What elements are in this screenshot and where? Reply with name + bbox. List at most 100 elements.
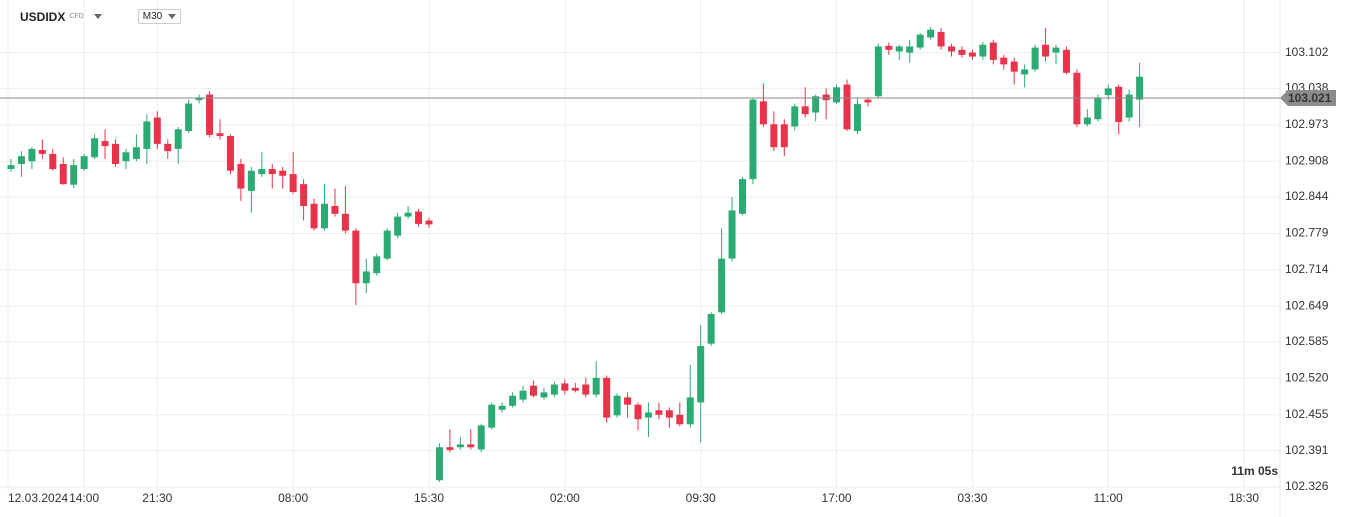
candle-body xyxy=(540,392,548,398)
y-tick-label: 102.585 xyxy=(1285,334,1329,348)
candle-body xyxy=(352,230,360,284)
candle-body xyxy=(1062,49,1070,73)
candle-body xyxy=(1094,97,1102,120)
candle-body xyxy=(226,136,234,171)
candle-body xyxy=(28,148,36,162)
symbol-dropdown[interactable] xyxy=(93,14,102,19)
candle-body xyxy=(624,397,632,405)
candle-body xyxy=(707,314,715,344)
candle-body xyxy=(1125,94,1133,118)
candle-body xyxy=(749,99,757,180)
candle-body xyxy=(812,96,820,113)
price-tag xyxy=(1280,89,1336,106)
y-tick-label: 103.102 xyxy=(1285,45,1329,59)
candle-body xyxy=(1010,61,1018,72)
candle-body xyxy=(446,447,454,451)
instrument-type: CFD xyxy=(69,13,84,20)
candle-body xyxy=(927,29,935,38)
candle-body xyxy=(91,138,99,158)
candle-body xyxy=(874,46,882,97)
candle-body xyxy=(1073,72,1081,125)
candle-body xyxy=(634,404,642,420)
candle-body xyxy=(833,87,841,103)
candle-body xyxy=(603,377,611,418)
candle-body xyxy=(206,94,214,135)
candle-body xyxy=(801,106,809,115)
candle-body xyxy=(17,156,25,164)
candle-body xyxy=(498,405,506,410)
candle-body xyxy=(791,106,799,127)
candle-body xyxy=(164,143,172,152)
candle-body xyxy=(718,258,726,313)
candle-body xyxy=(853,104,861,131)
candle-body xyxy=(843,84,851,130)
candle-body xyxy=(237,164,245,189)
y-tick-label: 102.649 xyxy=(1285,298,1329,312)
y-tick-label: 102.455 xyxy=(1285,407,1329,421)
candle-body xyxy=(1052,47,1060,53)
candle-body xyxy=(331,205,339,214)
timeframe-caret xyxy=(168,14,177,19)
candle-body xyxy=(613,395,621,416)
x-tick-label: 17:00 xyxy=(822,491,852,505)
x-tick-label: 09:30 xyxy=(686,491,716,505)
x-tick-label: 08:00 xyxy=(278,491,308,505)
candle-body xyxy=(425,220,433,225)
candle-body xyxy=(467,444,475,448)
candle-body xyxy=(739,179,746,214)
candle-body xyxy=(258,169,266,175)
candle-body xyxy=(1031,47,1039,70)
y-tick-label: 102.391 xyxy=(1285,443,1329,457)
x-tick-label: 21:30 xyxy=(142,491,172,505)
candle-body xyxy=(80,156,88,170)
candle-body xyxy=(268,169,276,175)
candle-body xyxy=(1021,69,1029,75)
candle-body xyxy=(571,387,579,391)
candle-body xyxy=(759,101,767,125)
candle-body xyxy=(1000,57,1008,65)
x-tick-label: 03:30 xyxy=(957,491,987,505)
candle-body xyxy=(383,230,391,259)
candle-body xyxy=(1104,88,1112,96)
candle-body xyxy=(1083,117,1091,125)
candle-body xyxy=(1115,86,1123,123)
candle-body xyxy=(958,49,966,55)
candle-body xyxy=(70,165,78,185)
y-tick-label: 102.326 xyxy=(1285,479,1329,493)
candle-body xyxy=(456,444,464,448)
candle-body xyxy=(195,97,203,101)
timeframe: M30 xyxy=(142,11,163,22)
candle-body xyxy=(885,45,893,50)
candle-body xyxy=(822,94,830,101)
y-tick-label: 102.908 xyxy=(1285,153,1329,167)
candle-body xyxy=(519,390,527,400)
header: USDIDX CFD M30 xyxy=(20,9,182,24)
symbol[interactable]: USDIDX xyxy=(20,9,66,24)
candle-body xyxy=(968,52,976,57)
candle-body xyxy=(185,103,193,131)
y-tick-label: 102.714 xyxy=(1285,262,1329,276)
candle-body xyxy=(143,121,151,149)
candle-body xyxy=(509,395,517,406)
candle-body xyxy=(59,164,67,185)
candle-body xyxy=(1136,76,1144,100)
timeframe-select[interactable]: M30 xyxy=(137,9,182,24)
candle-body xyxy=(488,404,496,428)
candle-body xyxy=(341,213,349,231)
candle-body xyxy=(112,143,119,164)
candle-body xyxy=(247,170,255,191)
candle-body xyxy=(1042,44,1050,57)
candle-body xyxy=(394,216,402,236)
candle-body xyxy=(989,42,997,60)
candle-body xyxy=(948,46,955,52)
candle-body xyxy=(122,152,130,162)
candle-body xyxy=(916,34,924,48)
candle-body xyxy=(321,203,328,229)
candle-body xyxy=(38,150,46,154)
candle-body xyxy=(665,410,673,418)
y-tick-label: 102.779 xyxy=(1285,226,1329,240)
candle-body xyxy=(7,165,15,170)
candle-body xyxy=(561,383,569,391)
candle-body xyxy=(310,203,318,229)
